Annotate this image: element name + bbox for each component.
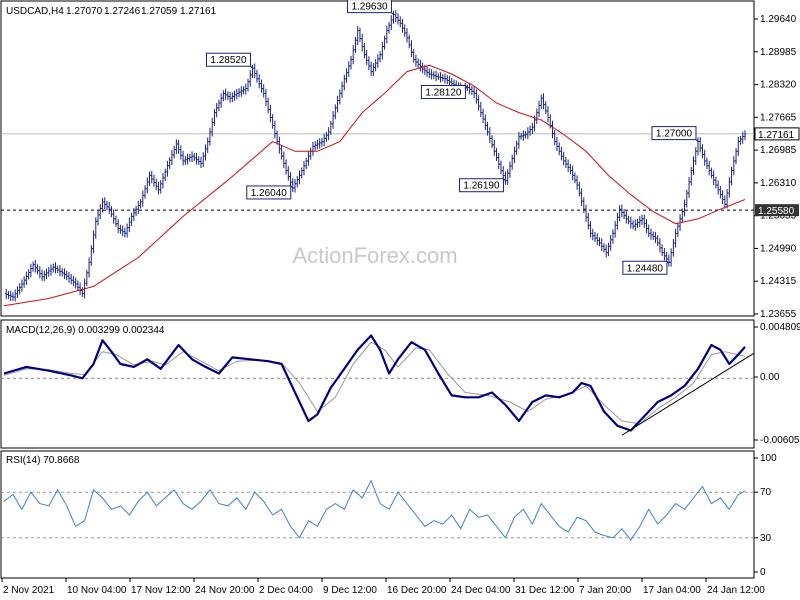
x-tick-label: 16 Dec 20:00 bbox=[387, 585, 447, 596]
price-y-tick-label: 1.24990 bbox=[760, 243, 797, 254]
price-y-tick-label: 1.23655 bbox=[760, 309, 797, 320]
macd-pane-frame bbox=[0, 319, 755, 449]
price-pane-ohlc-close: 1.27161 bbox=[180, 6, 217, 17]
watermark: ActionForex.com bbox=[292, 243, 457, 268]
price-pane: USDCAD,H4 1.27070 1.27246 1.27059 1.2716… bbox=[0, 0, 800, 320]
x-tick-label: 24 Nov 20:00 bbox=[195, 585, 255, 596]
support-price-tag bbox=[755, 204, 799, 217]
x-axis: 2 Nov 2021 10 Nov 04:00 17 Nov 12:00 24 Nov… bbox=[1, 578, 765, 596]
price-y-tick-label: 1.26985 bbox=[760, 145, 797, 156]
price-annotation-label: 1.26190 bbox=[463, 181, 500, 192]
macd-line bbox=[3, 334, 746, 432]
price-annotation-box bbox=[246, 185, 292, 200]
macd-y-tick-label: -0.00605 bbox=[760, 435, 800, 446]
price-annotation-leader bbox=[666, 260, 670, 264]
price-annotation-label: 1.28520 bbox=[210, 55, 247, 66]
price-pane-ohlc-open: 1.27070 bbox=[66, 6, 103, 17]
macd-y-tick-label: 0.004809 bbox=[760, 322, 800, 333]
support-price-tag-label: 1.25580 bbox=[758, 206, 795, 217]
price-y-axis: 1.29640 1.28985 1.28320 1.27665 1.26985 1.263… bbox=[754, 14, 797, 320]
rsi-y-axis: 100 70 30 0 bbox=[754, 453, 777, 578]
price-y-tick-label: 1.26310 bbox=[760, 178, 797, 189]
price-annotation-label: 1.28120 bbox=[425, 88, 462, 99]
macd-pane: MACD(12,26,9) 0.003299 0.002344 0.004809… bbox=[0, 319, 800, 449]
rsi-line bbox=[3, 479, 746, 541]
x-tick-label: 31 Dec 12:00 bbox=[515, 585, 575, 596]
x-tick-label: 10 Nov 04:00 bbox=[67, 585, 127, 596]
price-annotations: 1.28520 1.26040 1.29630 1.28120 1.26190 1.244… bbox=[205, 0, 699, 275]
x-tick-label: 17 Nov 12:00 bbox=[131, 585, 191, 596]
x-tick-label: 17 Jan 04:00 bbox=[643, 585, 701, 596]
x-tick-label: 2 Nov 2021 bbox=[3, 585, 55, 596]
price-y-tick-label: 1.25655 bbox=[760, 211, 797, 222]
macd-title: MACD(12,26,9) 0.003299 0.002344 bbox=[6, 325, 165, 336]
price-pane-title: USDCAD,H4 bbox=[6, 6, 64, 17]
rsi-y-tick-label: 100 bbox=[760, 453, 777, 464]
price-annotation-box bbox=[622, 260, 668, 275]
x-tick-label: 24 Jan 12:00 bbox=[707, 585, 765, 596]
price-y-tick-label: 1.28320 bbox=[760, 80, 797, 91]
macd-trendline bbox=[621, 352, 755, 436]
price-annotation-box bbox=[420, 85, 466, 100]
price-annotation-label: 1.29630 bbox=[351, 2, 388, 13]
macd-series bbox=[1, 334, 755, 436]
x-tick-label: 9 Dec 12:00 bbox=[323, 585, 377, 596]
price-annotation-leader bbox=[695, 139, 699, 142]
price-annotation-box bbox=[347, 0, 393, 14]
price-y-tick-label: 1.29640 bbox=[760, 14, 797, 25]
x-tick-label: 24 Dec 04:00 bbox=[451, 585, 511, 596]
rsi-series bbox=[1, 479, 754, 541]
price-annotation-box bbox=[651, 126, 697, 141]
rsi-y-tick-label: 30 bbox=[760, 533, 772, 544]
price-annotation-leader bbox=[290, 185, 294, 189]
moving-average-line bbox=[3, 64, 746, 307]
price-y-tick-label: 1.27665 bbox=[760, 112, 797, 123]
rsi-pane-frame bbox=[0, 450, 755, 579]
current-price-tag bbox=[754, 127, 800, 141]
price-pane-ohlc-high: 1.27246 bbox=[104, 6, 141, 17]
price-annotation-box bbox=[458, 178, 504, 193]
price-annotation-leader bbox=[391, 12, 394, 15]
rsi-y-tick-label: 70 bbox=[760, 487, 772, 498]
x-tick-label: 7 Jan 20:00 bbox=[579, 585, 632, 596]
price-annotation-leader bbox=[465, 85, 468, 88]
price-annotation-label: 1.26040 bbox=[251, 188, 288, 199]
price-annotation-box bbox=[205, 52, 251, 67]
macd-y-tick-label: 0.00 bbox=[760, 372, 780, 383]
rsi-y-tick-label: 0 bbox=[760, 567, 766, 578]
price-y-tick-label: 1.28985 bbox=[760, 47, 797, 58]
rsi-pane: RSI(14) 70.8668 100 70 30 0 bbox=[0, 450, 777, 579]
price-y-tick-label: 1.24315 bbox=[760, 276, 797, 287]
rsi-title: RSI(14) 70.8668 bbox=[6, 455, 80, 466]
x-tick-label: 2 Dec 04:00 bbox=[259, 585, 313, 596]
macd-y-axis: 0.004809 0.00 -0.00605 bbox=[754, 322, 800, 446]
price-pane-ohlc-low: 1.27059 bbox=[141, 6, 178, 17]
current-price-tag-label: 1.27161 bbox=[758, 130, 795, 141]
price-series bbox=[3, 10, 747, 307]
price-annotation-label: 1.27000 bbox=[656, 129, 693, 140]
price-annotation-leader bbox=[250, 65, 253, 69]
price-right-labels: 1.27161 1.25580 bbox=[754, 127, 800, 217]
price-annotation-leader bbox=[503, 178, 506, 182]
price-annotation-label: 1.24480 bbox=[627, 263, 664, 274]
